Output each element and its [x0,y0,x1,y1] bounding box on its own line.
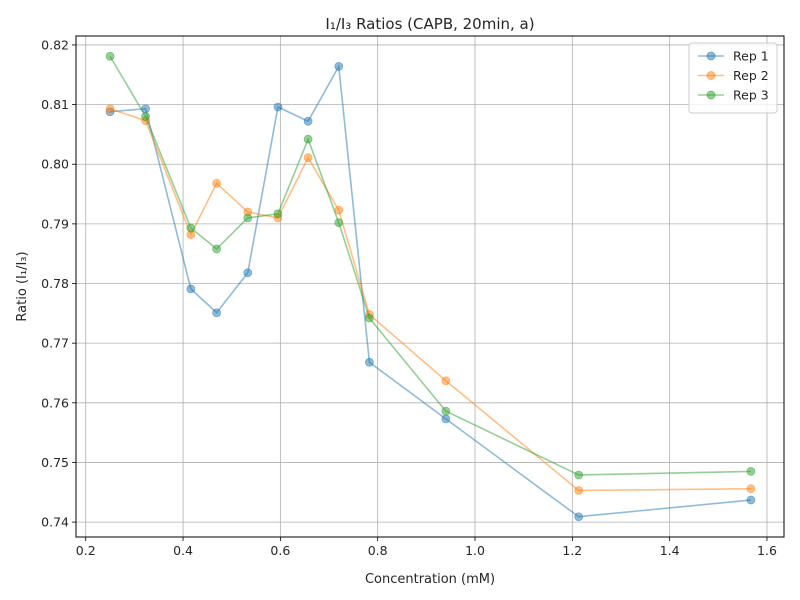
data-point [746,466,756,476]
legend-marker [706,51,716,61]
y-axis-label: Ratio (I₁/I₃) [15,251,30,321]
y-tick-label: 0.82 [41,37,69,52]
series-line [109,108,751,492]
x-tick-label: 1.4 [660,543,680,558]
x-tick-label: 1.6 [757,543,777,558]
data-point [212,244,222,254]
data-point [141,112,150,121]
data-point [303,153,313,163]
data-point [273,209,283,219]
legend-label: Rep 1 [733,49,769,64]
data-point [186,223,196,233]
data-point [574,512,584,522]
data-point [273,102,283,112]
data-point [574,486,584,495]
data-point [303,116,313,126]
data-point [186,284,196,294]
y-tick-label: 0.75 [41,455,69,470]
x-tick-label: 0.8 [368,543,388,558]
legend-label: Rep 2 [733,68,769,83]
data-point [441,406,451,416]
series-group [105,51,756,522]
x-tick-label: 0.2 [76,543,96,558]
x-tick-label: 0.4 [173,543,193,558]
x-tick-label: 1.2 [562,543,582,558]
legend-marker [706,90,716,100]
y-tick-label: 0.77 [41,336,69,351]
x-tick-label: 0.6 [270,543,290,558]
grid [76,36,784,537]
data-point [212,308,222,318]
data-point [441,414,451,424]
data-point [105,51,115,61]
y-tick-label: 0.80 [41,157,69,172]
y-tick-label: 0.81 [41,97,69,112]
data-point [212,178,222,188]
y-tick-label: 0.79 [41,216,69,231]
y-tick-label: 0.76 [41,395,69,410]
data-point [303,134,313,144]
y-tick-label: 0.78 [41,276,69,291]
data-point [574,470,584,480]
data-point [746,495,756,505]
data-point [365,313,374,323]
data-point [441,376,451,386]
axis-ticks: 0.2 0.4 0.6 0.8 1.0 1.2 1.4 1.6 0.74 0.75 0.76 0.77… [41,37,777,558]
x-axis-label: Concentration (mM) [365,572,495,587]
data-point [334,218,344,228]
legend: Rep 1 Rep 2 Rep 3 [688,42,778,114]
series-line [109,55,751,476]
data-point [105,104,115,114]
legend-label: Rep 3 [733,88,769,103]
data-point [243,268,253,278]
plot-frame [75,35,785,538]
legend-marker [706,71,716,80]
x-tick-label: 1.0 [465,543,485,558]
data-point [334,62,344,71]
chart-title: I₁/I₃ Ratios (CAPB, 20min, a) [325,15,534,33]
data-point [365,357,374,367]
data-point [746,484,756,494]
series-line [109,63,751,518]
y-tick-label: 0.74 [41,515,69,530]
data-point [243,213,253,223]
